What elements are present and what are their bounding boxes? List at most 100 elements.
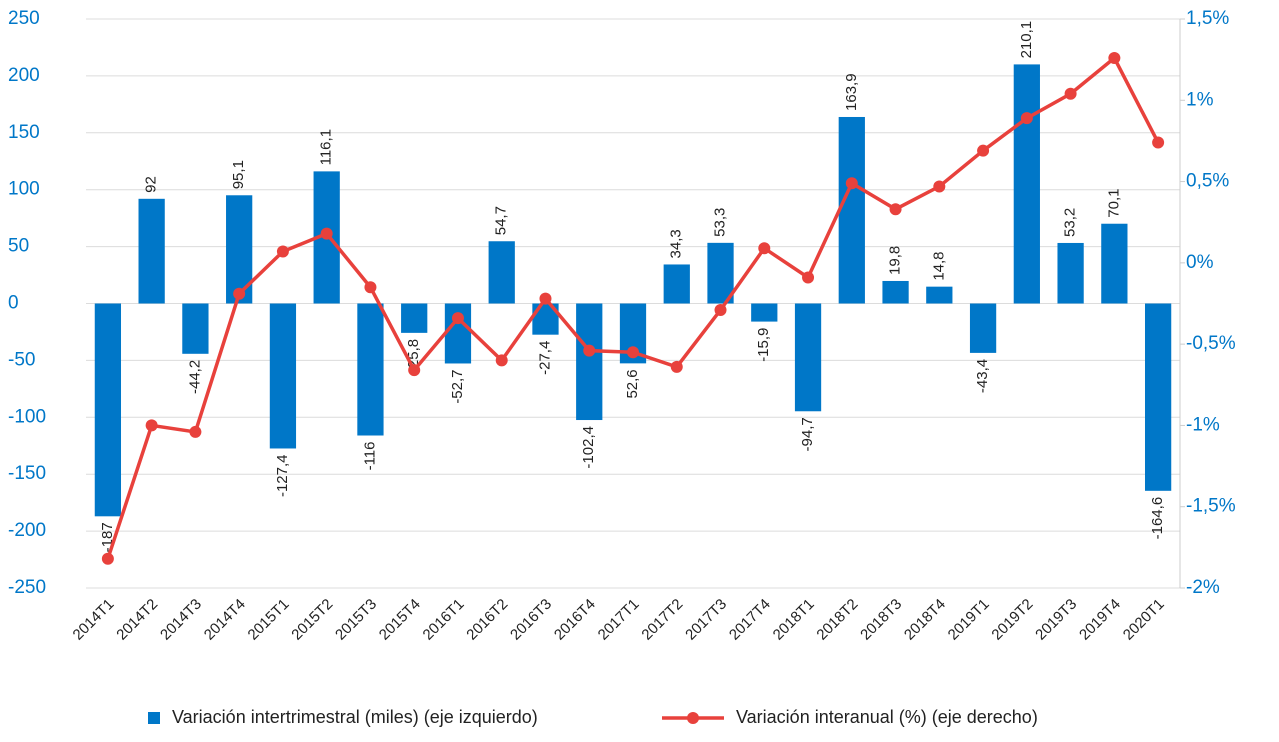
y-tick-label: 100	[8, 179, 40, 200]
bar	[663, 264, 690, 304]
y-tick-label: -250	[8, 577, 46, 598]
legend-label: Variación intertrimestral (miles) (eje i…	[172, 707, 538, 727]
line-point	[802, 271, 815, 284]
bar	[1101, 223, 1128, 304]
line-point	[1020, 112, 1033, 125]
x-tick-label: 2017T4	[726, 596, 774, 644]
y-tick-label: -100	[8, 406, 46, 427]
x-tick-label: 2016T4	[551, 596, 599, 644]
x-tick-label: 2017T3	[682, 596, 730, 644]
data-label: 92	[143, 176, 160, 193]
data-label: 116,1	[318, 129, 335, 165]
bar	[401, 303, 428, 333]
bar	[357, 303, 384, 436]
x-tick-label: 2015T2	[288, 596, 336, 644]
y2-tick-label: 0%	[1186, 252, 1214, 273]
data-label: -27,4	[536, 341, 553, 375]
line-point	[1064, 87, 1077, 100]
x-tick-label: 2014T1	[70, 596, 118, 644]
bar	[794, 303, 822, 412]
bar	[1144, 303, 1172, 491]
data-label: 53,2	[1062, 208, 1079, 237]
x-tick-label: 2016T1	[420, 596, 468, 644]
y-tick-label: 50	[8, 236, 29, 257]
bar	[926, 286, 953, 304]
bar	[488, 241, 515, 304]
bar	[1013, 64, 1040, 304]
x-tick-label: 2019T3	[1032, 596, 1080, 644]
data-label: -127,4	[274, 454, 291, 497]
x-tick-label: 2014T2	[113, 596, 161, 644]
x-tick-label: 2018T2	[813, 596, 861, 644]
data-label: 54,7	[493, 206, 510, 235]
y-tick-label: -200	[8, 520, 46, 541]
bar	[182, 303, 209, 354]
data-label: 95,1	[230, 160, 247, 189]
data-label: 53,3	[711, 208, 728, 237]
y-tick-label: 250	[8, 8, 40, 29]
x-tick-label: 2016T3	[507, 596, 555, 644]
line-point	[145, 419, 158, 432]
data-label: 210,1	[1018, 21, 1035, 59]
y2-tick-label: -0,5%	[1186, 333, 1236, 354]
x-tick-label: 2014T3	[157, 596, 205, 644]
x-tick-label: 2017T1	[595, 596, 643, 644]
x-tick-label: 2015T1	[245, 596, 293, 644]
data-label: -94,7	[799, 417, 816, 451]
bar	[576, 303, 603, 421]
data-label: -102,4	[580, 426, 597, 469]
x-tick-label: 2015T4	[376, 596, 424, 644]
y2-tick-label: -2%	[1186, 577, 1220, 598]
y-tick-label: 150	[8, 122, 40, 143]
data-label: -164,6	[1149, 497, 1166, 540]
y2-tick-label: -1,5%	[1186, 496, 1236, 517]
line-point	[1108, 52, 1121, 65]
x-tick-label: 2017T2	[638, 596, 686, 644]
y-tick-label: -50	[8, 349, 35, 370]
y2-tick-label: 0,5%	[1186, 171, 1229, 192]
data-label: -116	[361, 442, 378, 471]
line-point	[233, 287, 246, 300]
bar	[269, 303, 297, 449]
line-point	[1152, 136, 1165, 149]
line-point	[670, 360, 683, 373]
bar	[1057, 242, 1084, 304]
x-tick-label: 2015T3	[332, 596, 380, 644]
x-tick-label: 2018T1	[770, 596, 818, 644]
line-point	[933, 180, 946, 193]
legend-swatch	[148, 712, 160, 724]
line-point	[977, 144, 990, 157]
bar	[969, 303, 997, 353]
data-label: -44,2	[186, 360, 203, 394]
bar	[751, 303, 778, 322]
x-tick-label: 2019T2	[988, 596, 1036, 644]
line-point	[364, 281, 377, 294]
y-tick-label: 200	[8, 65, 40, 86]
line-point	[101, 552, 114, 565]
bar	[707, 242, 734, 304]
line-point	[889, 203, 902, 216]
legend-label: Variación interanual (%) (eje derecho)	[736, 707, 1038, 727]
data-label: 163,9	[843, 73, 860, 111]
line-point	[451, 312, 464, 325]
y-tick-label: 0	[8, 293, 19, 314]
data-label: -52,7	[449, 369, 466, 403]
line-point	[495, 354, 508, 367]
x-tick-label: 2018T3	[857, 596, 905, 644]
line-point	[276, 245, 289, 258]
line-point	[845, 177, 858, 190]
line-point	[539, 292, 552, 305]
bar	[94, 303, 122, 517]
data-label: 19,8	[887, 246, 904, 275]
x-tick-label: 2018T4	[901, 596, 949, 644]
data-label: 70,1	[1105, 189, 1122, 218]
y-tick-label: -150	[8, 463, 46, 484]
line-point	[627, 346, 639, 359]
bar	[138, 198, 165, 304]
y2-tick-label: -1%	[1186, 414, 1220, 435]
y2-tick-label: 1%	[1186, 89, 1214, 110]
line-point	[714, 304, 727, 317]
data-label: 52,6	[624, 369, 641, 398]
data-label: -15,9	[755, 328, 772, 362]
